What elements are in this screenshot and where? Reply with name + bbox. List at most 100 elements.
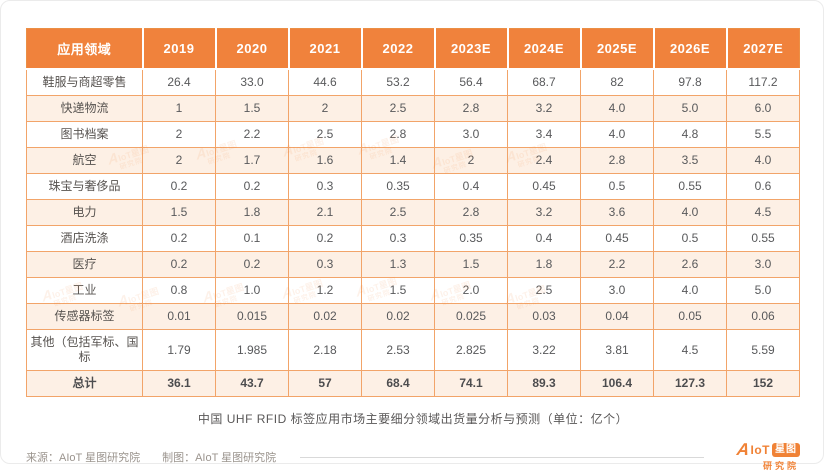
data-cell: 82 <box>580 68 654 96</box>
data-cell: 1.3 <box>361 251 435 278</box>
data-cell: 0.45 <box>507 173 581 200</box>
data-cell: 74.1 <box>434 370 508 397</box>
data-cell: 57 <box>288 370 362 397</box>
table-row: 图书档案 2 2.2 2.5 2.8 3.0 3.4 4.0 4.8 5.5 <box>26 121 800 148</box>
data-cell: 2 <box>288 95 362 122</box>
data-cell: 0.35 <box>434 225 508 252</box>
data-cell: 0.2 <box>142 251 216 278</box>
row-label: 航空 <box>26 147 143 174</box>
data-cell: 3.22 <box>507 329 581 371</box>
data-cell: 0.03 <box>507 303 581 330</box>
data-cell: 68.7 <box>507 68 581 96</box>
data-cell: 3.6 <box>580 199 654 226</box>
data-cell: 1.5 <box>434 251 508 278</box>
data-cell: 1.5 <box>215 95 289 122</box>
data-cell: 1.5 <box>361 277 435 304</box>
column-header-year: 2027E <box>726 28 800 70</box>
data-cell: 0.2 <box>142 173 216 200</box>
column-header-year: 2019 <box>142 28 217 70</box>
data-cell: 0.35 <box>361 173 435 200</box>
data-cell: 2 <box>142 147 216 174</box>
data-cell: 5.5 <box>726 121 800 148</box>
data-cell: 97.8 <box>653 68 727 96</box>
column-header-year: 2021 <box>288 28 363 70</box>
data-cell: 4.5 <box>726 199 800 226</box>
column-header-year: 2026E <box>653 28 728 70</box>
data-cell: 127.3 <box>653 370 727 397</box>
data-cell: 5.59 <box>726 329 800 371</box>
data-cell: 2.825 <box>434 329 508 371</box>
data-cell: 1.8 <box>507 251 581 278</box>
data-cell: 33.0 <box>215 68 289 96</box>
table-row: 珠宝与奢侈品 0.2 0.2 0.3 0.35 0.4 0.45 0.5 0.55 0.6 <box>26 173 800 200</box>
data-cell: 2.5 <box>361 199 435 226</box>
logo-iot-text: IoT <box>750 443 770 457</box>
data-cell: 0.3 <box>288 173 362 200</box>
row-label: 工业 <box>26 277 143 304</box>
data-cell: 3.0 <box>580 277 654 304</box>
table-row: 工业 0.8 1.0 1.2 1.5 2.0 2.5 3.0 4.0 5.0 <box>26 277 800 304</box>
data-cell: 2.6 <box>653 251 727 278</box>
row-label: 快递物流 <box>26 95 143 122</box>
data-cell: 4.5 <box>653 329 727 371</box>
data-cell: 2.5 <box>361 95 435 122</box>
data-cell: 0.5 <box>653 225 727 252</box>
data-cell: 1.6 <box>288 147 362 174</box>
column-header-year: 2022 <box>361 28 436 70</box>
data-cell: 0.01 <box>142 303 216 330</box>
table-row: 总计 36.1 43.7 57 68.4 74.1 89.3 106.4 127.3 152 <box>26 370 800 397</box>
data-cell: 117.2 <box>726 68 800 96</box>
data-cell: 53.2 <box>361 68 435 96</box>
data-cell: 43.7 <box>215 370 289 397</box>
logo-a-mark-icon: A <box>735 440 751 459</box>
logo-top-row: A IoT 星图 <box>735 440 800 459</box>
data-cell: 2 <box>142 121 216 148</box>
column-header-year: 2025E <box>580 28 655 70</box>
divider-line <box>300 456 704 458</box>
data-cell: 2.0 <box>434 277 508 304</box>
row-label: 珠宝与奢侈品 <box>26 173 143 200</box>
data-cell: 0.06 <box>726 303 800 330</box>
data-cell: 0.55 <box>726 225 800 252</box>
table-row: 电力 1.5 1.8 2.1 2.5 2.8 3.2 3.6 4.0 4.5 <box>26 199 800 226</box>
data-cell: 0.02 <box>288 303 362 330</box>
data-cell: 2.53 <box>361 329 435 371</box>
data-cell: 0.45 <box>580 225 654 252</box>
data-cell: 5.0 <box>653 95 727 122</box>
data-cell: 44.6 <box>288 68 362 96</box>
data-cell: 5.0 <box>726 277 800 304</box>
table-row: 医疗 0.2 0.2 0.3 1.3 1.5 1.8 2.2 2.6 3.0 <box>26 251 800 278</box>
data-cell: 0.02 <box>361 303 435 330</box>
data-cell: 0.2 <box>288 225 362 252</box>
data-cell: 1.0 <box>215 277 289 304</box>
row-label: 其他（包括军标、国标 <box>26 329 143 371</box>
maker-text: 制图：AIoT 星图研究院 <box>162 452 277 464</box>
data-cell: 4.8 <box>653 121 727 148</box>
data-cell: 26.4 <box>142 68 216 96</box>
data-cell: 0.5 <box>580 173 654 200</box>
data-cell: 0.025 <box>434 303 508 330</box>
data-cell: 0.1 <box>215 225 289 252</box>
data-cell: 4.0 <box>726 147 800 174</box>
row-label: 医疗 <box>26 251 143 278</box>
data-cell: 0.04 <box>580 303 654 330</box>
table-row: 快递物流 1 1.5 2 2.5 2.8 3.2 4.0 5.0 6.0 <box>26 95 800 122</box>
data-cell: 3.81 <box>580 329 654 371</box>
data-cell: 2.18 <box>288 329 362 371</box>
footer: 来源：AIoT 星图研究院 制图：AIoT 星图研究院 A IoT 星图 研究院 <box>26 440 800 472</box>
column-header-field: 应用领域 <box>26 28 144 70</box>
data-cell: 3.0 <box>726 251 800 278</box>
row-label: 酒店洗涤 <box>26 225 143 252</box>
data-cell: 89.3 <box>507 370 581 397</box>
row-label: 总计 <box>26 370 143 397</box>
data-cell: 2.2 <box>580 251 654 278</box>
column-header-year: 2023E <box>434 28 509 70</box>
data-cell: 0.4 <box>507 225 581 252</box>
data-cell: 2 <box>434 147 508 174</box>
logo-institute-text: 研究院 <box>762 461 799 471</box>
data-cell: 3.5 <box>653 147 727 174</box>
table-body: 鞋服与商超零售 26.4 33.0 44.6 53.2 56.4 68.7 82 97.8 117… <box>26 68 800 397</box>
data-cell: 68.4 <box>361 370 435 397</box>
header-row: 应用领域 2019 2020 2021 2022 2023E 2024E 2025E 2026E… <box>26 28 800 70</box>
